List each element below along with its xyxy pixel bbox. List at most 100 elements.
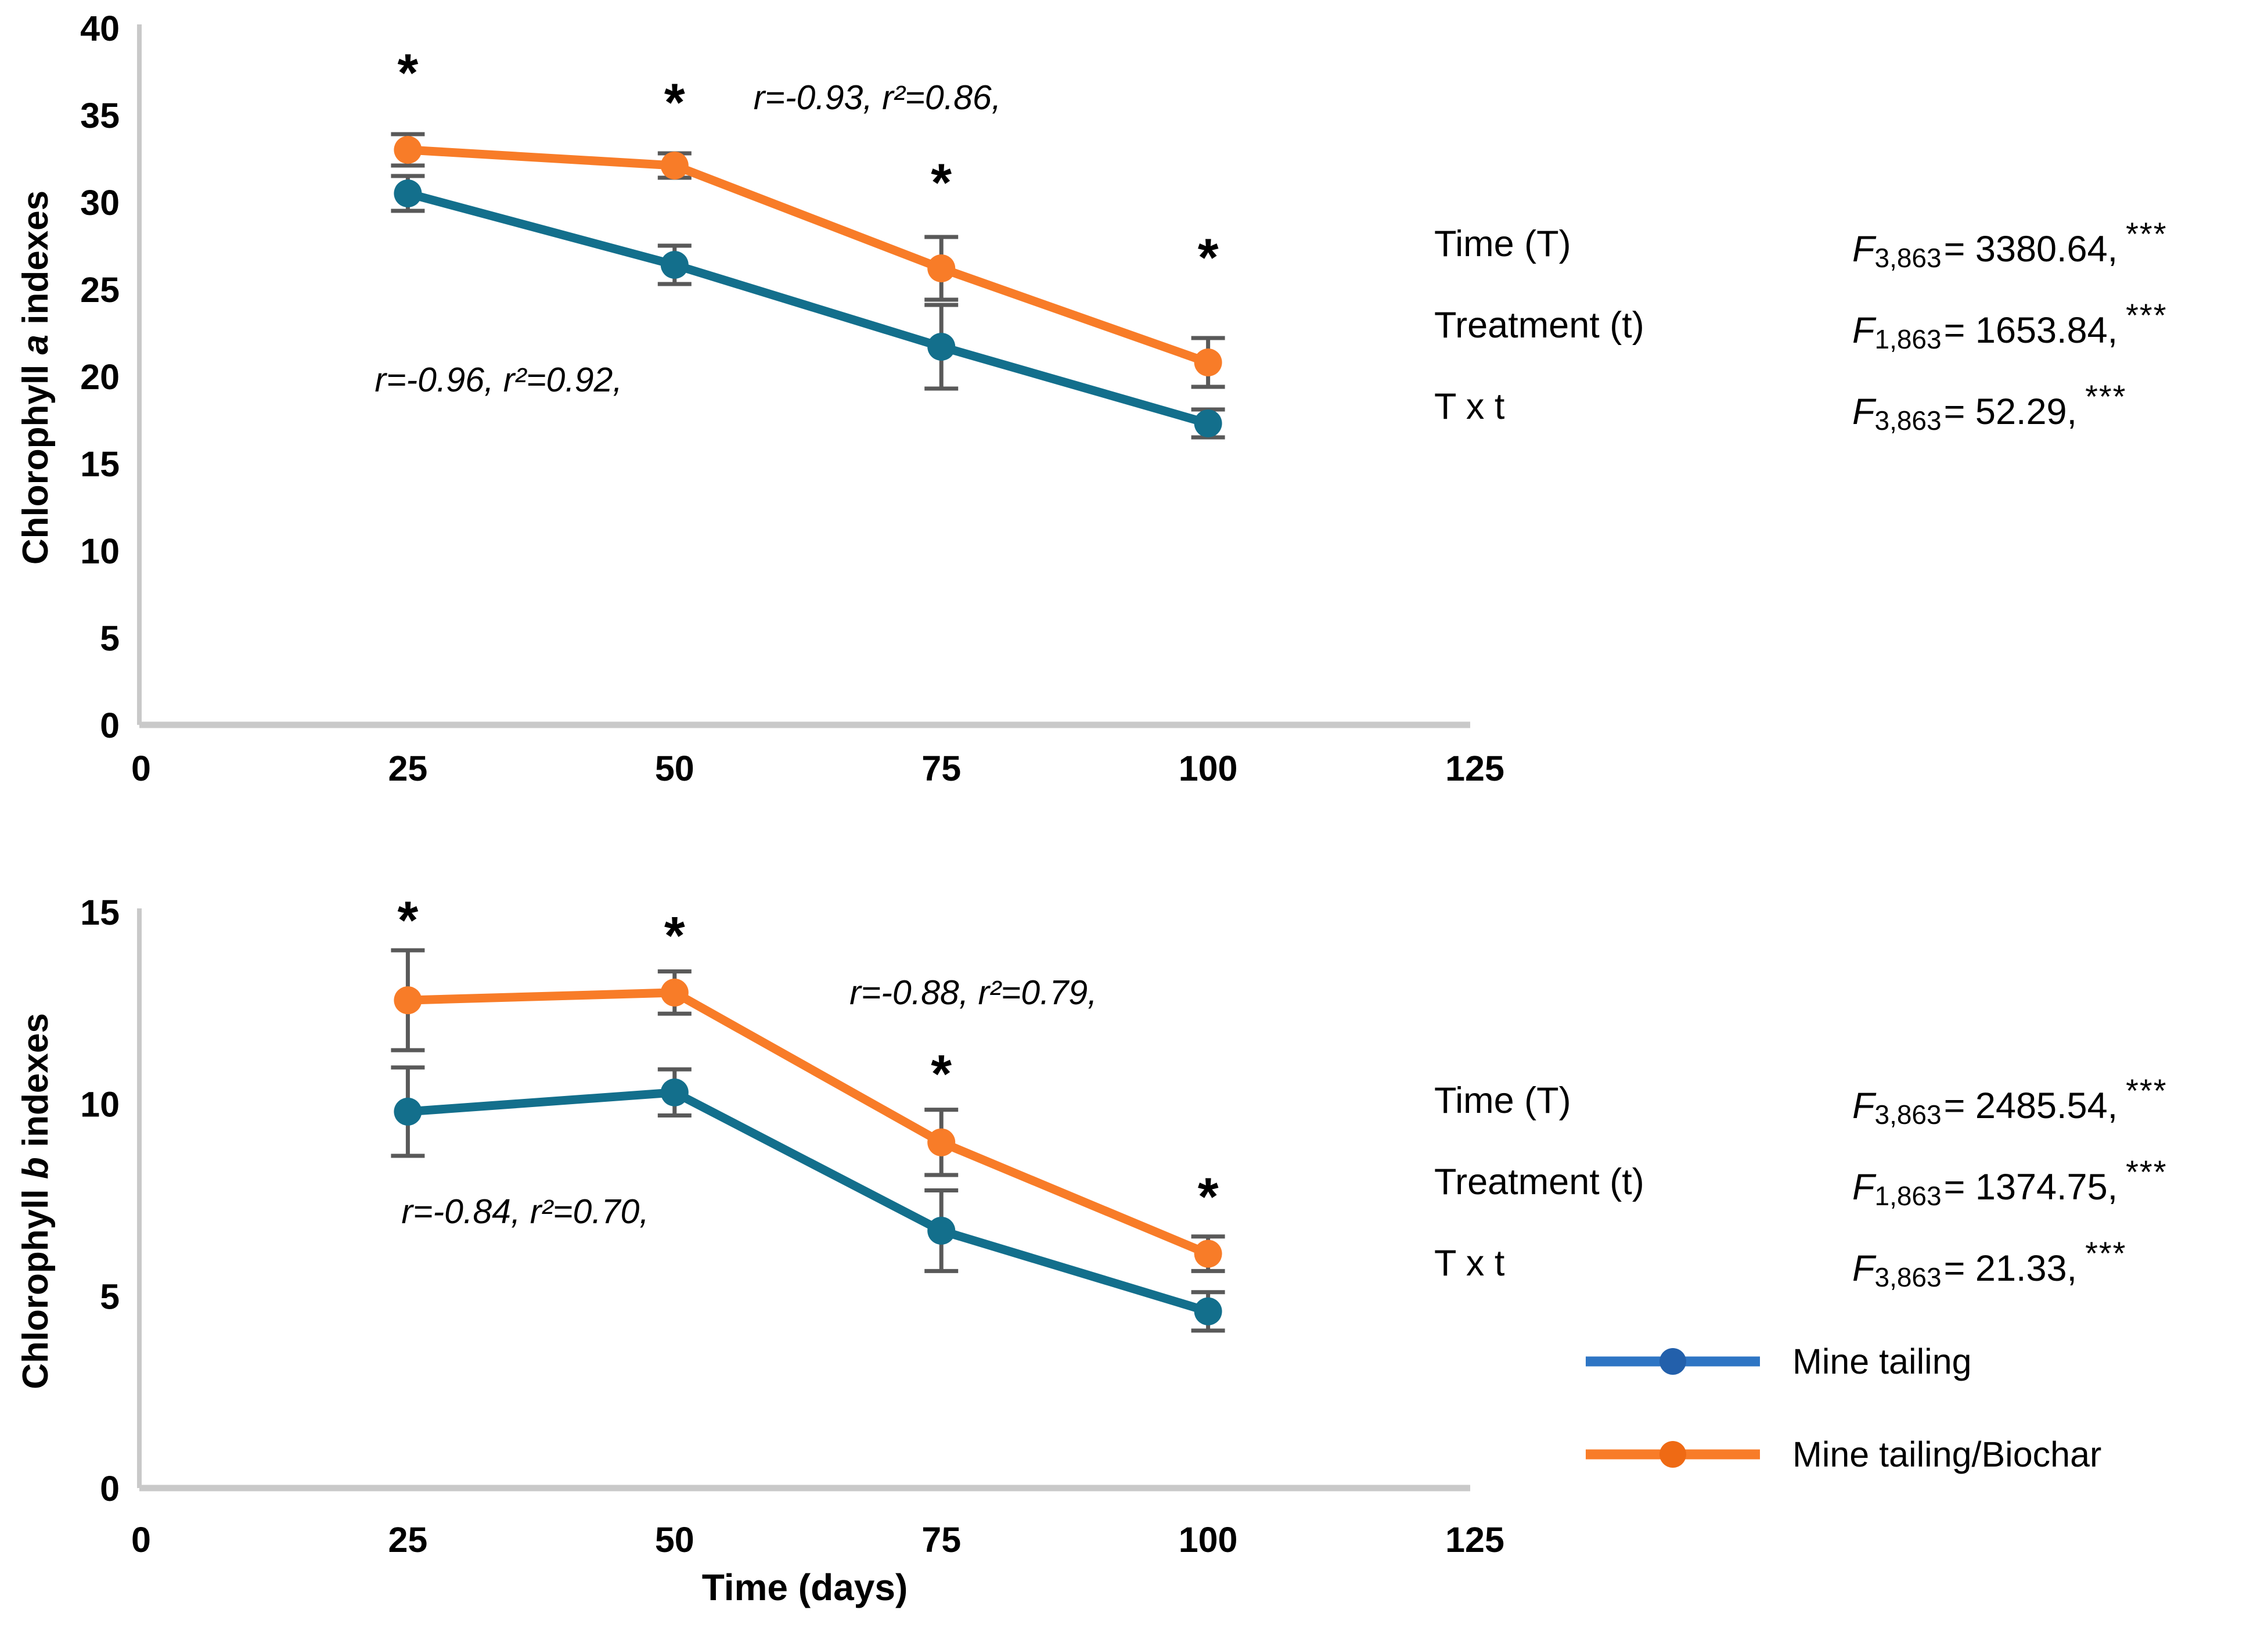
significance-stars: ***	[2126, 296, 2168, 333]
data-point-marker	[394, 986, 422, 1015]
f-symbol: F	[1852, 310, 1875, 351]
significance-asterisk: *	[1198, 228, 1219, 288]
legend-item-mine-tailing: Mine tailing	[1582, 1323, 2101, 1400]
x-tick-label: 50	[655, 1520, 694, 1559]
data-point-marker	[1194, 409, 1222, 437]
stats-row: Treatment (t) F1,863= 1653.84, ***	[1434, 285, 2268, 366]
x-tick-label: 50	[655, 749, 694, 788]
y-tick-label: 15	[80, 444, 120, 484]
f-value: = 2485.54,	[1943, 1085, 2118, 1126]
line-with-marker-icon	[1586, 1348, 1760, 1375]
stats-f-statistic: F3,863= 21.33, ***	[1852, 1234, 2268, 1293]
stats-f-statistic: F3,863= 2485.54, ***	[1852, 1072, 2268, 1130]
stats-f-statistic: F3,863= 3380.64, ***	[1852, 215, 2268, 274]
y-tick-label: 40	[80, 9, 120, 48]
y-axis-title-prefix: Chlorophyll	[16, 1179, 56, 1389]
data-point-marker	[927, 1128, 956, 1156]
f-value: = 1653.84,	[1943, 310, 2118, 351]
significance-stars: ***	[2126, 215, 2168, 252]
significance-asterisk: *	[397, 891, 418, 950]
stats-f-statistic: F1,863= 1653.84, ***	[1852, 296, 2268, 355]
legend-label: Mine tailing/Biochar	[1792, 1435, 2102, 1474]
significance-stars: ***	[2126, 1072, 2168, 1109]
significance-asterisk: *	[664, 73, 685, 132]
f-symbol: F	[1852, 1248, 1875, 1289]
regression-annotation: r=-0.88, r²=0.79,	[849, 973, 1097, 1012]
f-value: = 3380.64,	[1943, 228, 2118, 269]
significance-asterisk: *	[1198, 1167, 1219, 1227]
x-tick-label: 25	[388, 749, 427, 788]
y-tick-label: 25	[80, 270, 120, 310]
data-point-marker	[660, 1078, 689, 1106]
legend-item-mine-tailing-biochar: Mine tailing/Biochar	[1582, 1416, 2101, 1493]
x-tick-label: 25	[388, 1520, 427, 1559]
f-value: = 1374.75,	[1943, 1166, 2118, 1208]
x-tick-label: 0	[131, 749, 151, 788]
chlorophyll-b-chart: 0 5 10 15 0 25 50 75 100 125 * * * * r=-0.88, r²=0.79,…	[80, 891, 1504, 1559]
y-tick-label: 0	[100, 1469, 120, 1508]
data-point-marker	[394, 179, 422, 207]
significance-stars: ***	[2085, 1234, 2127, 1271]
series-line	[403, 189, 1213, 428]
stats-f-statistic: F3,863= 52.29, ***	[1852, 378, 2268, 436]
y-tick-label: 5	[100, 619, 120, 658]
f-subscript: 3,863	[1874, 1099, 1942, 1130]
significance-stars: ***	[2126, 1153, 2168, 1190]
regression-annotation: r=-0.84, r²=0.70,	[401, 1192, 649, 1231]
f-subscript: 1,863	[1874, 1180, 1942, 1211]
stats-row: Treatment (t) F1,863= 1374.75, ***	[1434, 1141, 2268, 1223]
anova-stats-chl-a: Time (T) F3,863= 3380.64, *** Treatment (…	[1434, 203, 2268, 447]
data-point-marker	[660, 978, 689, 1007]
f-subscript: 3,863	[1874, 405, 1942, 436]
series-line	[403, 988, 1213, 1259]
series-line	[403, 1088, 1213, 1316]
stats-factor-label: Time (T)	[1434, 1080, 1571, 1121]
stats-row: T x t F3,863= 52.29, ***	[1434, 366, 2268, 447]
f-subscript: 1,863	[1874, 324, 1942, 354]
significance-asterisk: *	[397, 44, 418, 103]
regression-annotation: r=-0.93, r²=0.86,	[754, 78, 1001, 117]
x-tick-label: 125	[1445, 1520, 1504, 1559]
f-subscript: 3,863	[1874, 1262, 1942, 1292]
y-axis-title-italic-letter: a	[16, 335, 56, 355]
significance-asterisk: *	[664, 907, 685, 966]
anova-stats-chl-b: Time (T) F3,863= 2485.54, *** Treatment (…	[1434, 1060, 2268, 1304]
y-axis-title-chlorophyll-a: Chlorophyll a indexes	[12, 0, 60, 755]
stats-row: T x t F3,863= 21.33, ***	[1434, 1223, 2268, 1304]
x-tick-label: 100	[1179, 1520, 1238, 1559]
y-tick-label: 20	[80, 357, 120, 397]
data-point-marker	[1194, 348, 1222, 376]
data-point-marker	[927, 333, 956, 361]
significance-asterisk: *	[931, 1045, 952, 1104]
y-tick-label: 5	[100, 1277, 120, 1316]
x-tick-label: 0	[131, 1520, 151, 1559]
data-point-marker	[927, 254, 956, 282]
y-tick-label: 10	[80, 531, 120, 571]
x-axis-title: Time (days)	[701, 1566, 908, 1608]
f-symbol: F	[1852, 391, 1875, 432]
data-point-marker	[660, 152, 689, 179]
f-subscript: 3,863	[1874, 242, 1942, 273]
f-value: = 52.29,	[1943, 391, 2078, 432]
data-point-marker	[394, 1097, 422, 1126]
x-tick-label: 125	[1445, 749, 1504, 788]
x-tick-label: 100	[1179, 749, 1238, 788]
data-point-marker	[927, 1216, 956, 1245]
regression-annotation: r=-0.96, r²=0.92,	[375, 361, 622, 399]
y-axis-title-suffix: indexes	[16, 190, 56, 335]
legend-label: Mine tailing	[1792, 1342, 1972, 1381]
series-line	[403, 145, 1213, 367]
y-axis-title-italic-letter: b	[16, 1157, 56, 1180]
chlorophyll-a-chart: 0 5 10 15 20 25 30 35 40 0 25 50 75 100 125 * * * * r=-0.93…	[80, 9, 1504, 788]
data-point-marker	[1194, 1239, 1222, 1268]
legend: Mine tailing Mine tailing/Biochar	[1582, 1323, 2101, 1493]
line-with-marker-icon	[1586, 1441, 1760, 1468]
significance-stars: ***	[2085, 378, 2127, 415]
f-symbol: F	[1852, 1166, 1875, 1208]
data-point-marker	[394, 136, 422, 164]
y-tick-label: 15	[80, 893, 120, 932]
data-point-marker	[660, 251, 689, 279]
stats-factor-label: T x t	[1434, 386, 1505, 427]
stats-factor-label: T x t	[1434, 1243, 1505, 1284]
